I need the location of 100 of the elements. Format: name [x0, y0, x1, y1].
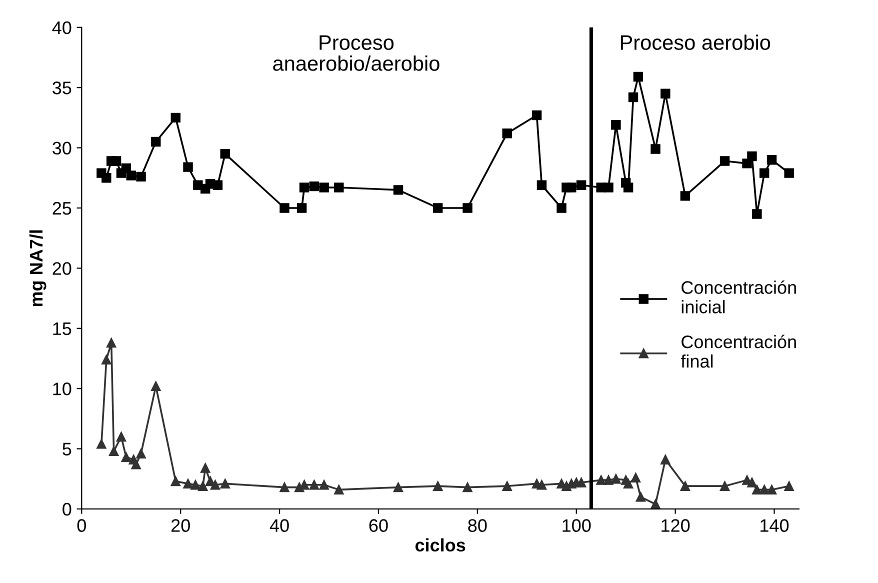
- point: [536, 480, 547, 490]
- point: [126, 170, 136, 180]
- point: [116, 432, 126, 442]
- point: [576, 478, 586, 488]
- point: [210, 480, 220, 490]
- annotation: Proceso anaerobio/aerobio: [273, 35, 440, 71]
- point: [462, 203, 472, 213]
- point: [747, 151, 757, 162]
- legend-label: Concentración inicial: [682, 280, 796, 314]
- point: [680, 191, 690, 201]
- point: [650, 499, 660, 509]
- x-tick-label: 0: [77, 519, 86, 532]
- point: [623, 478, 634, 489]
- point: [784, 168, 794, 178]
- point: [650, 144, 660, 154]
- y-tick-label: 35: [52, 82, 72, 94]
- x-tick-label: 40: [270, 519, 289, 532]
- point: [611, 120, 621, 130]
- point: [576, 180, 586, 190]
- point: [111, 156, 122, 166]
- point: [633, 72, 644, 82]
- point: [183, 162, 193, 172]
- point: [752, 209, 762, 219]
- point: [720, 156, 730, 166]
- point: [296, 203, 307, 213]
- point: [170, 112, 181, 123]
- x-tick-label: 120: [662, 519, 690, 532]
- point: [432, 203, 443, 213]
- point: [106, 338, 116, 348]
- point: [190, 480, 200, 490]
- point: [280, 482, 290, 492]
- point: [334, 484, 344, 495]
- point: [720, 481, 730, 491]
- y-tick-label: 30: [52, 142, 72, 155]
- point: [200, 463, 210, 473]
- y-tick-label: 40: [52, 21, 72, 34]
- y-tick-label: 25: [52, 202, 72, 215]
- point: [136, 172, 146, 182]
- point: [759, 168, 770, 178]
- point: [462, 482, 472, 492]
- point: [131, 460, 141, 470]
- point: [198, 481, 208, 491]
- x-tick-label: 140: [760, 519, 789, 532]
- point: [766, 484, 777, 495]
- point: [556, 203, 566, 213]
- x-axis-title: ciclos: [415, 538, 466, 552]
- point: [136, 448, 146, 458]
- point: [151, 136, 161, 147]
- point: [432, 481, 443, 491]
- point: [319, 480, 329, 490]
- point: [212, 180, 223, 190]
- x-tick-label: 60: [369, 519, 388, 532]
- point: [309, 480, 320, 490]
- point: [752, 484, 762, 495]
- point: [536, 180, 547, 190]
- point: [299, 182, 310, 192]
- point: [334, 182, 344, 192]
- point: [566, 182, 576, 192]
- point: [630, 472, 641, 483]
- point: [759, 484, 770, 495]
- point: [96, 439, 106, 449]
- point: [596, 475, 606, 485]
- legend-label: Concentración final: [680, 334, 796, 368]
- point: [604, 182, 614, 192]
- point: [108, 446, 119, 456]
- point: [205, 476, 216, 486]
- point: [183, 478, 193, 489]
- point: [680, 481, 690, 491]
- y-tick-label: 15: [53, 322, 72, 336]
- point: [121, 452, 132, 462]
- point: [784, 481, 794, 491]
- x-tick-label: 100: [562, 519, 591, 532]
- point: [170, 476, 181, 486]
- y-tick-label: 0: [62, 502, 72, 516]
- point: [393, 482, 404, 492]
- annotation: Proceso aerobio: [620, 34, 770, 50]
- point: [604, 475, 614, 485]
- point: [280, 203, 290, 213]
- point: [766, 154, 777, 165]
- point: [102, 173, 112, 183]
- y-tick-label: 20: [52, 262, 72, 275]
- point: [309, 181, 320, 192]
- y-tick-label: 5: [62, 442, 72, 456]
- y-tick-label: 10: [53, 382, 72, 396]
- point: [220, 148, 230, 159]
- point: [220, 478, 230, 489]
- point: [319, 182, 329, 192]
- point: [502, 481, 512, 491]
- point: [102, 354, 112, 365]
- point: [393, 185, 404, 195]
- point: [532, 110, 542, 120]
- point: [611, 474, 621, 484]
- point: [660, 88, 670, 98]
- point: [623, 182, 634, 192]
- point: [747, 478, 757, 488]
- x-tick-label: 20: [171, 519, 190, 532]
- y-axis-title: mg NA7/l: [29, 230, 46, 306]
- point: [628, 92, 638, 102]
- x-tick-label: 80: [468, 519, 487, 532]
- point: [502, 128, 512, 138]
